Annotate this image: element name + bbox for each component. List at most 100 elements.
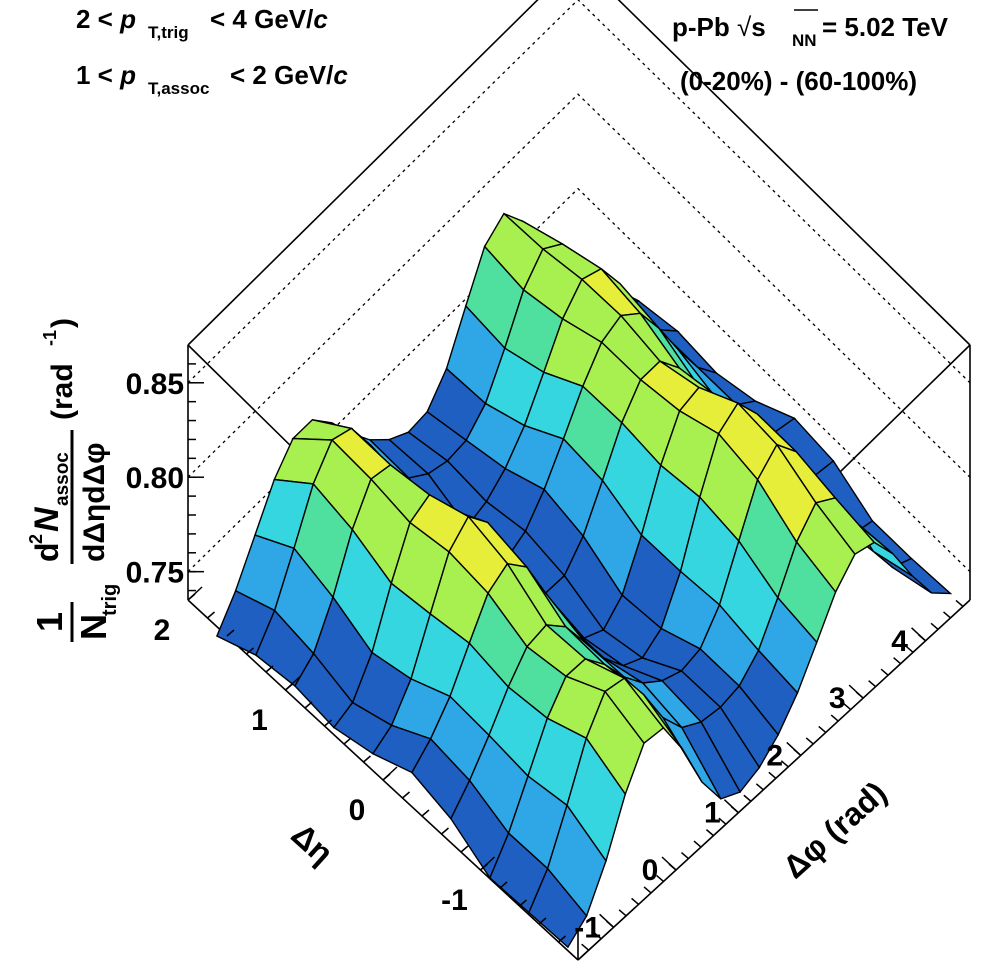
deta-minor-tick [343,737,352,745]
deta-minor-tick [324,719,332,727]
dphi-minor-tick [893,657,902,665]
deta-tick-label: 2 [154,614,171,647]
deta-minor-tick [363,755,371,763]
deta-tick [577,946,593,961]
z-gridline [187,0,971,384]
annotation-system: p-Pb √s NN = 5.02 TeV [672,9,949,50]
axis-tick-labels: 0.75 0.80 0.85 -2 -1 0 1 2 -1 0 1 2 3 4 [126,368,909,978]
dphi-minor-tick [755,783,764,791]
frame-bottom-right [577,599,971,961]
deta-tick-label: -1 [441,884,468,917]
dphi-minor-tick [593,932,602,940]
svg-text:d: d [29,542,65,562]
deta-minor-tick [460,845,469,853]
dphi-minor-tick [880,668,889,676]
deta-minor-tick [285,683,293,691]
svg-text:1: 1 [29,612,70,632]
dphi-minor-tick [843,703,852,711]
svg-text:): ) [46,318,79,328]
svg-text:= 5.02 TeV: = 5.02 TeV [822,12,949,42]
deta-minor-tick [226,629,235,637]
z-tick-label: 0.75 [126,557,184,590]
dphi-minor-tick [680,851,689,860]
z-tick-label: 0.80 [126,462,184,495]
deta-minor-tick [519,899,527,907]
dphi-tick-label: 0 [642,854,659,887]
surface-cell [528,867,588,949]
z-axis-title: 1 N trig d 2 N assoc dΔηdΔφ (rad -1 ) [26,318,121,642]
svg-text:2 < p: 2 < p [76,4,136,34]
svg-text:-1: -1 [40,330,60,346]
deta-minor-tick [480,863,488,871]
annotation-assoc-range: 1 < p T,assoc < 2 GeV/c [76,60,348,98]
z-tick-label: 0.85 [126,368,184,401]
svg-text:p-Pb √s: p-Pb √s [672,12,766,42]
dphi-minor-tick [768,771,777,779]
dphi-minor-tick [905,645,914,653]
dphi-minor-tick [693,840,702,848]
deta-minor-tick [382,773,391,781]
dphi-minor-tick [918,634,927,642]
dphi-minor-tick [930,622,939,630]
svg-text:2: 2 [26,534,46,544]
deta-minor-tick [304,701,313,709]
deta-minor-tick [421,809,430,817]
dphi-minor-tick [643,886,652,894]
deta-tick-label: 0 [349,794,366,827]
annotation-centrality: (0-20%) - (60-100%) [680,66,917,96]
deta-minor-tick [499,881,508,889]
deta-minor-tick [402,791,410,799]
svg-text:T,trig: T,trig [148,23,189,42]
dphi-minor-tick [855,691,864,699]
svg-text:trig: trig [99,584,121,616]
dphi-minor-tick [818,725,827,734]
svg-text:T,assoc: T,assoc [148,79,209,98]
deta-minor-tick [538,917,547,925]
dphi-tick-label: 4 [891,625,908,658]
svg-text:< 4 GeV/c: < 4 GeV/c [210,4,328,34]
svg-text:(rad: (rad [46,363,79,420]
x-axis-title: Δφ (rad) [776,774,894,885]
frame-back-right-top [617,0,971,346]
svg-text:N: N [28,506,66,532]
dphi-minor-tick [805,737,814,745]
dphi-minor-tick [780,760,789,768]
deta-tick-label: -2 [539,974,566,978]
frame-back-left-top [187,0,539,346]
dphi-tick-label: 2 [766,739,783,772]
svg-text:NN: NN [792,31,817,50]
dphi-minor-tick [793,748,802,756]
dphi-minor-tick [581,943,590,951]
dphi-minor-tick [743,794,752,802]
dphi-minor-tick [955,599,964,608]
dphi-tick-label: 1 [704,797,721,830]
deta-minor-tick [246,647,254,655]
svg-text:N: N [73,614,114,640]
deta-minor-tick [441,827,449,835]
surface-mesh [216,212,953,949]
axis-ticks [187,363,964,961]
dphi-tick-label: 3 [829,682,846,715]
svg-text:assoc: assoc [52,452,73,506]
dphi-minor-tick [943,611,951,619]
dphi-minor-tick [718,817,727,825]
dphi-minor-tick [606,920,615,928]
deta-tick-label: 1 [251,704,268,737]
deta-minor-tick [187,593,196,601]
svg-text:dΔηdΔφ: dΔηdΔφ [78,442,111,562]
dphi-minor-tick [631,897,640,905]
dphi-minor-tick [705,829,714,837]
dphi-minor-tick [830,714,839,722]
dphi-minor-tick [656,874,665,883]
deta-minor-tick [558,935,566,943]
dphi-minor-tick [618,909,627,917]
dphi-minor-tick [868,680,877,688]
y-axis-title: Δη [285,816,341,871]
deta-minor-tick [265,665,274,673]
deta-minor-tick [207,611,215,619]
svg-text:< 2 GeV/c: < 2 GeV/c [230,60,348,90]
z-gridline [187,93,971,478]
dphi-minor-tick [668,863,677,871]
annotation-trig-range: 2 < p T,trig < 4 GeV/c [76,4,328,42]
